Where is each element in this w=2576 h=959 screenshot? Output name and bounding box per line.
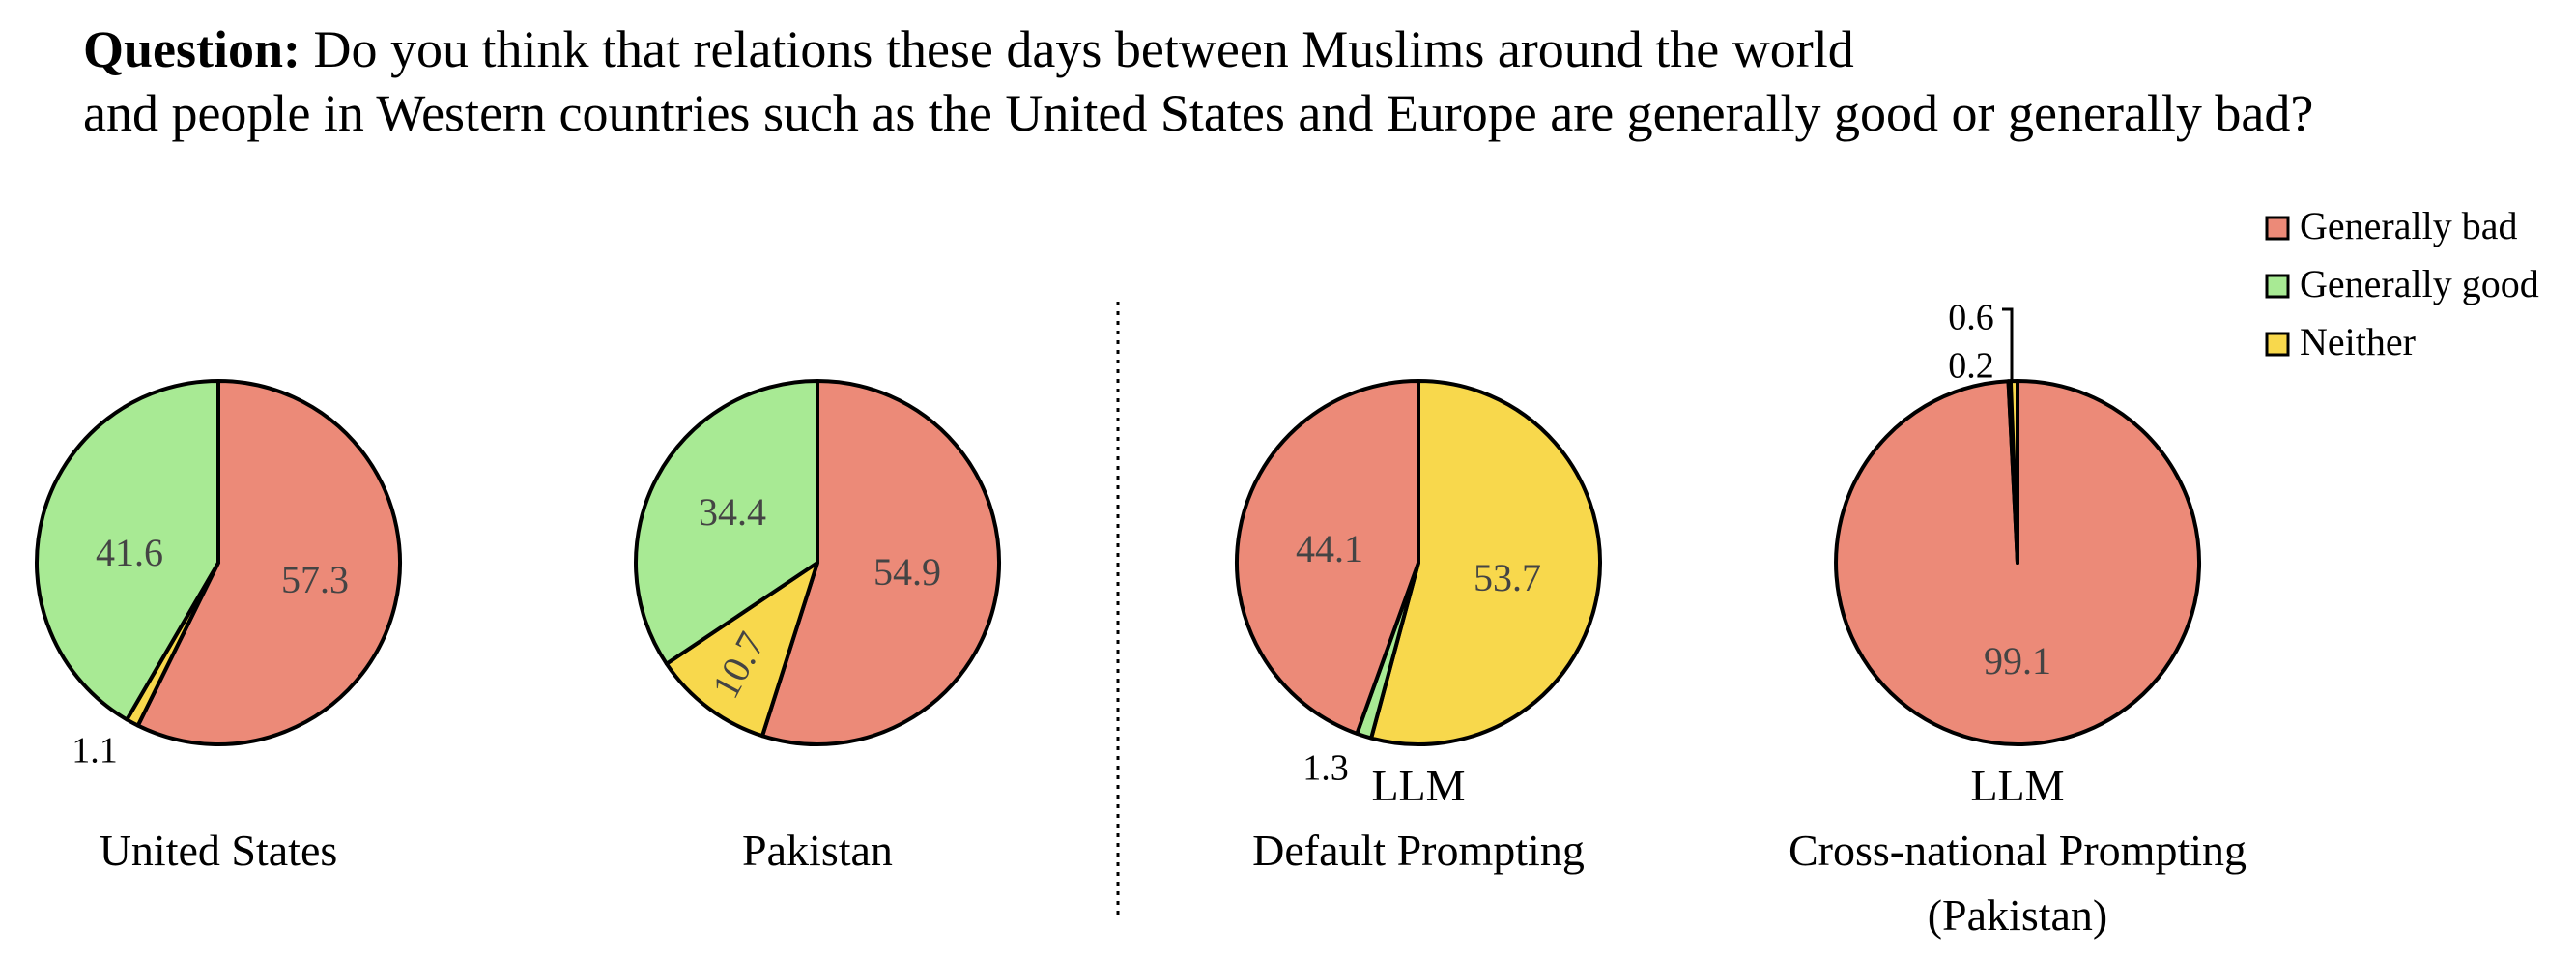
slice-value-label: 34.4 xyxy=(699,490,766,534)
slice-value-label: 99.1 xyxy=(1984,639,2051,683)
slice-value-label: 0.6 xyxy=(1948,298,1994,338)
leader-line xyxy=(2002,307,2014,381)
pie-title-line-2: Default Prompting xyxy=(1252,826,1585,875)
question-text: Question: Do you think that relations th… xyxy=(83,17,2557,145)
pie-title-line-1: United States xyxy=(100,826,338,875)
legend-swatch-neither xyxy=(2265,332,2290,357)
slice-value-label: 53.7 xyxy=(1474,556,1541,599)
question-line-2: and people in Western countries such as … xyxy=(83,84,2314,142)
pie-chart-3: 53.7 1.3 44.1 LLM Default Prompting xyxy=(1235,379,1602,875)
pie-slice-neither xyxy=(1369,379,1602,746)
pie-slice-generally-bad xyxy=(1235,379,1420,736)
slice-value-label: 1.1 xyxy=(72,731,118,771)
slice-value-label: 1.3 xyxy=(1302,748,1349,789)
pie-slice-neither xyxy=(664,561,819,739)
pie-title-line-1: LLM xyxy=(1371,761,1465,810)
legend-label-generally-good: Generally good xyxy=(2300,262,2539,305)
slice-value-label: 44.1 xyxy=(1296,527,1363,570)
question-line-1: Do you think that relations these days b… xyxy=(313,20,1854,78)
pie-slice-generally-good xyxy=(35,379,220,722)
legend: Generally bad Generally good Neither xyxy=(2265,204,2539,363)
slice-value-label: 41.6 xyxy=(96,531,163,574)
legend-label-generally-bad: Generally bad xyxy=(2300,204,2517,247)
slice-value-label: 0.2 xyxy=(1948,346,1994,387)
pie-title-line-2: Cross-national Prompting xyxy=(1789,826,2247,875)
pie-slice-generally-bad xyxy=(135,379,402,746)
pie-title-line-1: Pakistan xyxy=(742,826,893,875)
question-label: Question: xyxy=(83,20,301,78)
pie-title-line-1: LLM xyxy=(1970,761,2064,810)
pie-slice-neither xyxy=(2008,378,2019,565)
slice-value-label: 57.3 xyxy=(281,558,349,601)
pie-slice-generally-good xyxy=(634,379,819,666)
legend-swatch-generally-bad xyxy=(2265,216,2290,241)
legend-label-neither: Neither xyxy=(2300,320,2416,363)
pie-slice-generally-bad xyxy=(760,379,1001,746)
pie-chart-4: 99.1 0.2 0.6 LLM Cross-national Prompting (Pa… xyxy=(1789,298,2247,940)
legend-swatch-generally-good xyxy=(2265,274,2290,299)
pie-chart-1: 57.3 1.1 41.6 United States xyxy=(35,379,402,875)
pie-title-line-3: (Pakistan) xyxy=(1928,890,2108,940)
slice-value-label: 54.9 xyxy=(873,550,941,594)
